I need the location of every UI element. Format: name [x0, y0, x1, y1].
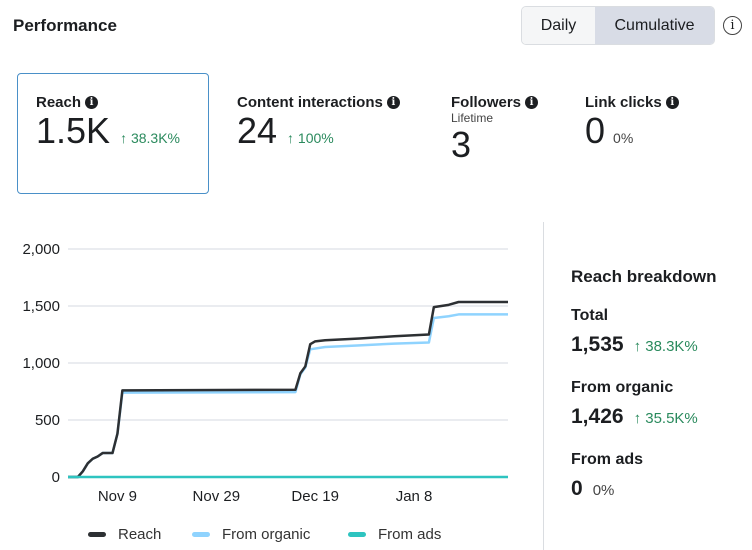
breakdown-value: 1,535 — [571, 333, 624, 356]
legend-ads: From ads — [348, 526, 441, 543]
breakdown-organic-label: From organic — [571, 379, 674, 396]
daily-button[interactable]: Daily — [522, 7, 595, 44]
metric-label: Reach — [36, 94, 82, 111]
legend-swatch — [192, 532, 210, 537]
info-icon[interactable]: i — [525, 96, 539, 109]
metric-value: 3 — [451, 124, 472, 165]
x-tick-label: Dec 19 — [291, 488, 339, 505]
metric-card-followers[interactable]: Followers i Lifetime 3 — [451, 73, 571, 194]
breakdown-total-label: Total — [571, 307, 609, 324]
legend-reach: Reach — [88, 526, 161, 543]
metric-change: 0% — [613, 130, 634, 146]
breakdown-organic: 1,426 ↑ 35.5K% — [571, 405, 698, 429]
breakdown-value: 1,426 — [571, 405, 624, 428]
breakdown-change: ↑ 38.3K% — [633, 338, 698, 355]
legend-organic: From organic — [192, 526, 310, 543]
legend-swatch — [88, 532, 106, 537]
info-icon[interactable]: i — [665, 96, 679, 109]
metric-card-reach[interactable]: Reach i 1.5K ↑ 38.3K% — [17, 73, 209, 194]
info-circle-icon[interactable]: i — [723, 16, 742, 35]
metric-change: ↑ 38.3K% — [120, 130, 180, 146]
metric-sublabel: Lifetime — [451, 111, 494, 125]
metric-value: 0 — [585, 110, 606, 151]
info-icon[interactable]: i — [85, 96, 99, 109]
series-line-organic — [68, 313, 508, 479]
y-tick-label: 1,000 — [22, 355, 60, 372]
legend-swatch — [348, 532, 366, 537]
cumulative-button[interactable]: Cumulative — [595, 7, 714, 44]
legend-label: From ads — [378, 526, 442, 543]
breakdown-title: Reach breakdown — [571, 267, 717, 286]
reach-line-chart: 2,000 1,500 1,000 500 0 Nov 9 Nov 29 Dec 19 Jan … — [22, 241, 508, 505]
legend-label: From organic — [222, 526, 311, 543]
x-tick-label: Jan 8 — [396, 488, 433, 505]
legend-label: Reach — [118, 526, 162, 543]
view-toggle: Daily Cumulative — [521, 6, 715, 45]
metric-label: Content interactions — [237, 94, 383, 111]
breakdown-ads-label: From ads — [571, 451, 644, 468]
page-title: Performance — [13, 16, 117, 35]
divider — [543, 222, 544, 550]
breakdown-ads: 0 0% — [571, 477, 614, 501]
x-tick-label: Nov 9 — [98, 488, 137, 505]
breakdown-total: 1,535 ↑ 38.3K% — [571, 333, 698, 357]
y-tick-label: 0 — [52, 469, 60, 486]
metric-card-content-interactions[interactable]: Content interactions i 24 ↑ 100% — [237, 73, 437, 194]
metric-label: Link clicks — [585, 94, 662, 111]
y-tick-label: 500 — [35, 412, 60, 429]
metric-card-link-clicks[interactable]: Link clicks i 0 0% — [585, 73, 705, 194]
metric-value: 1.5K — [36, 110, 111, 151]
series-line-reach — [68, 300, 508, 479]
breakdown-change: 0% — [592, 482, 615, 499]
info-icon[interactable]: i — [386, 96, 400, 109]
metric-label: Followers — [451, 94, 522, 111]
metric-change: ↑ 100% — [287, 130, 334, 146]
y-tick-label: 2,000 — [22, 241, 60, 258]
breakdown-value: 0 — [571, 477, 583, 500]
metric-value: 24 — [237, 110, 278, 151]
breakdown-change: ↑ 35.5K% — [633, 410, 698, 427]
x-tick-label: Nov 29 — [193, 488, 241, 505]
y-tick-label: 1,500 — [22, 298, 60, 315]
